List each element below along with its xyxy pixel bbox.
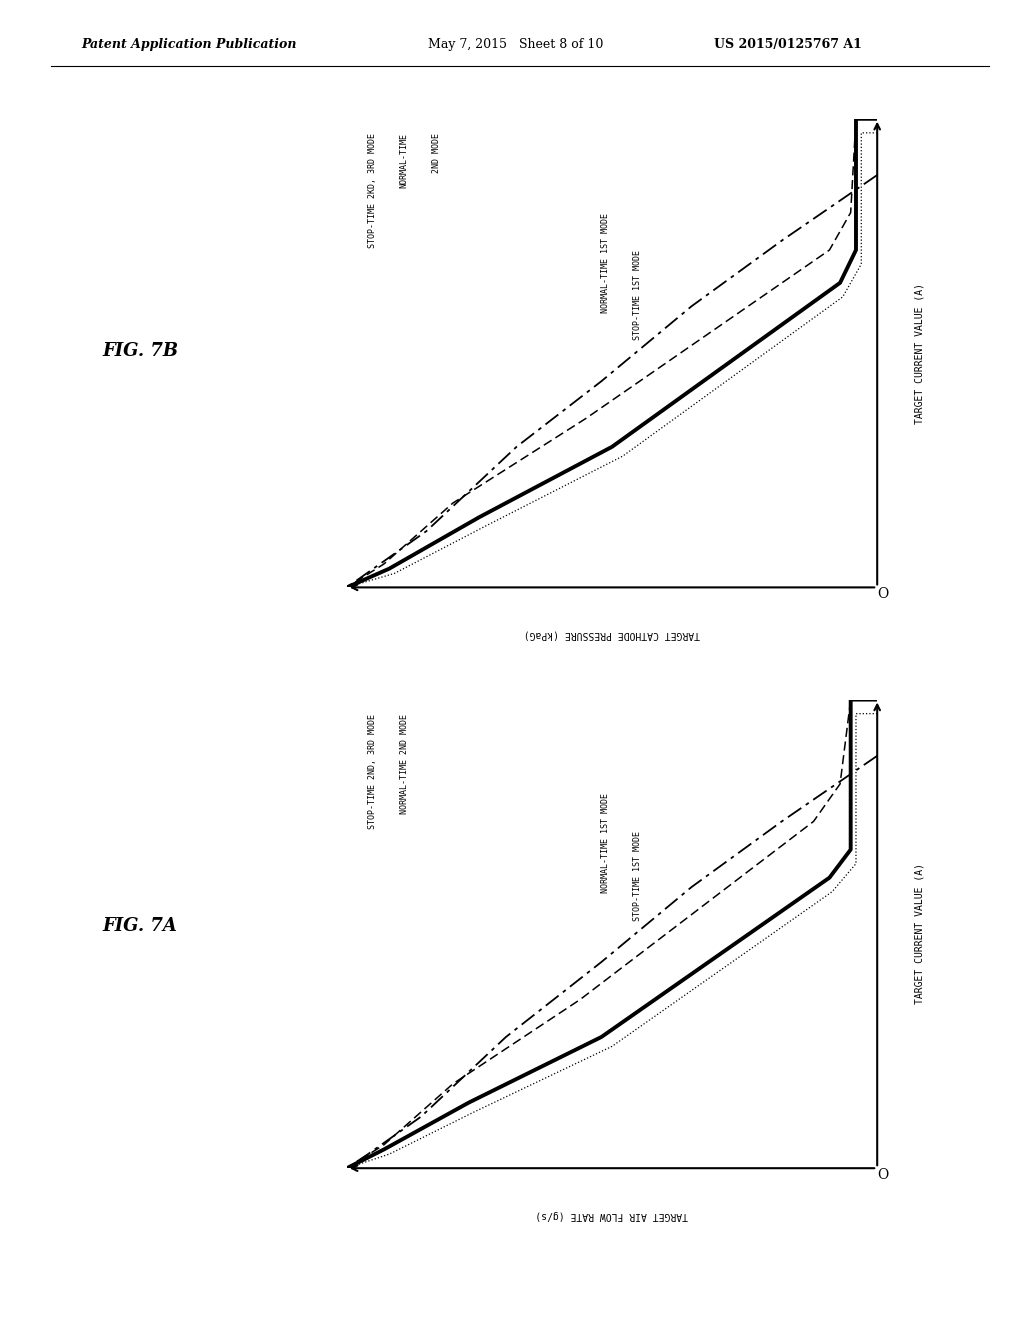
Text: TARGET CATHODE PRESSURE (kPaG): TARGET CATHODE PRESSURE (kPaG) [524,630,699,640]
Text: O: O [876,587,888,602]
Text: NORMAL-TIME: NORMAL-TIME [399,133,409,187]
Text: FIG. 7A: FIG. 7A [102,916,176,935]
Text: NORMAL-TIME 2ND MODE: NORMAL-TIME 2ND MODE [399,714,409,813]
Text: STOP-TIME 1ST MODE: STOP-TIME 1ST MODE [633,830,642,921]
Text: TARGET AIR FLOW RATE (g/s): TARGET AIR FLOW RATE (g/s) [535,1210,688,1221]
Text: Patent Application Publication: Patent Application Publication [82,37,297,50]
Text: TARGET CURRENT VALUE (A): TARGET CURRENT VALUE (A) [914,863,924,1005]
Text: US 2015/0125767 A1: US 2015/0125767 A1 [713,37,861,50]
Text: NORMAL-TIME 1ST MODE: NORMAL-TIME 1ST MODE [601,213,609,313]
Text: May 7, 2015   Sheet 8 of 10: May 7, 2015 Sheet 8 of 10 [428,37,603,50]
Text: NORMAL-TIME 1ST MODE: NORMAL-TIME 1ST MODE [601,793,609,894]
Text: TARGET CURRENT VALUE (A): TARGET CURRENT VALUE (A) [914,282,924,424]
Text: 2ND MODE: 2ND MODE [431,133,440,173]
Text: STOP-TIME 2ND, 3RD MODE: STOP-TIME 2ND, 3RD MODE [368,714,377,829]
Text: O: O [876,1168,888,1183]
Text: STOP-TIME 2KD, 3RD MODE: STOP-TIME 2KD, 3RD MODE [368,133,377,248]
Text: FIG. 7B: FIG. 7B [102,342,178,360]
Text: STOP-TIME 1ST MODE: STOP-TIME 1ST MODE [633,249,642,341]
